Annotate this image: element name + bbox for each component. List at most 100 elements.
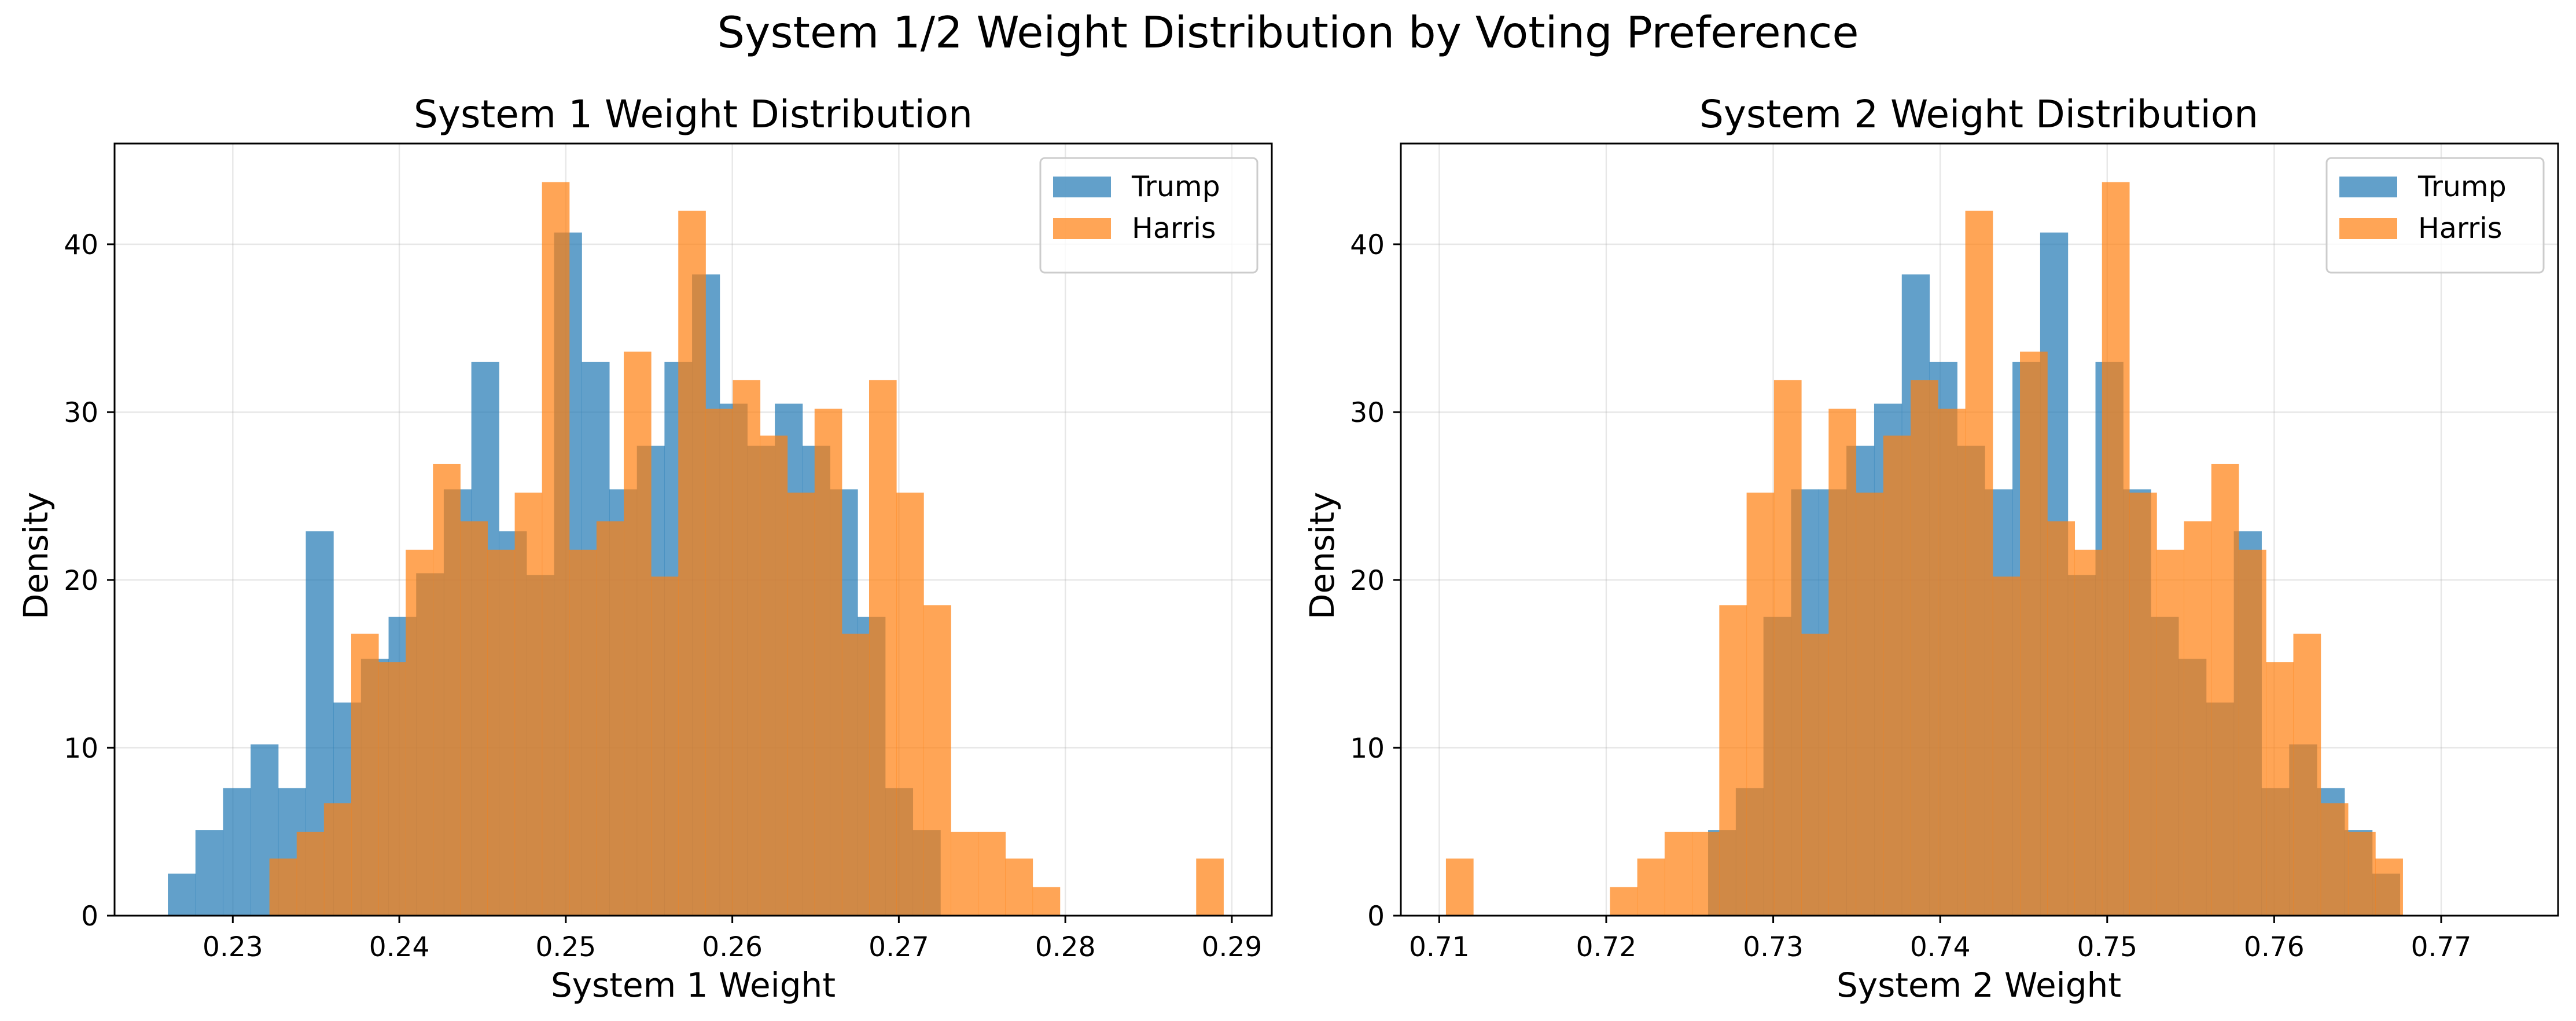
histogram-bar-harris-24 [923,605,951,916]
histogram-bar-harris-7 [460,521,488,916]
legend-label-trump: Trump [1131,170,1220,203]
histogram-bar-harris-10 [1719,605,1747,916]
histogram-bar-harris-26 [2157,549,2184,916]
x-axis-label: System 2 Weight [1837,965,2121,1005]
histogram-bar-harris-22 [869,380,897,916]
histogram-bar-harris-19 [787,493,815,916]
histogram-bar-harris-19 [1965,211,1993,916]
panel-title: System 1 Weight Distribution [414,92,973,137]
y-axis-label: Density [1302,492,1342,620]
y-tick-label: 40 [1350,229,1385,261]
histogram-bar-harris-15 [678,211,706,916]
histogram-bar-harris-3 [351,633,379,916]
histogram-bar-harris-13 [624,351,652,916]
x-tick-label: 0.23 [203,931,263,963]
y-tick-label: 10 [1350,733,1385,765]
legend-swatch-harris [2339,218,2397,239]
x-tick-label: 0.76 [2244,931,2305,963]
y-tick-label: 20 [64,565,98,597]
series-harris [1445,182,2403,916]
y-axis-label: Density [16,492,56,620]
y-tick-label: 10 [64,733,98,765]
histogram-bar-harris-12 [596,521,624,916]
histogram-bar-harris-8 [1664,832,1692,916]
histogram-bar-harris-27 [1005,858,1033,916]
histogram-bar-harris-6 [1610,887,1638,916]
histogram-bar-harris-14 [1828,409,1857,916]
x-tick-label: 0.29 [1202,931,1263,963]
histogram-bar-harris-32 [2320,803,2349,916]
y-tick-label: 0 [81,901,98,932]
figure-title: System 1/2 Weight Distribution by Voting… [717,7,1859,58]
axes-frame [113,142,1273,917]
axes-frame [1400,142,2559,917]
histogram-bar-harris-12 [1773,380,1802,916]
histogram-bar-harris-11 [569,549,597,916]
x-tick-label: 0.71 [1409,931,1470,963]
histogram-bar-harris-34 [1196,858,1224,916]
histogram-bar-trump-2 [223,788,251,916]
x-tick-label: 0.27 [869,931,929,963]
histogram-bar-harris-23 [896,493,924,916]
x-tick-label: 0.24 [369,931,430,963]
histogram-bar-trump-1 [195,830,223,916]
histogram-bar-harris-17 [1911,380,1938,916]
x-tick-label: 0.74 [1910,931,1971,963]
histogram-bar-harris-34 [2375,858,2403,916]
histogram-bar-harris-15 [1856,493,1884,916]
histogram-bar-harris-4 [378,662,406,916]
x-tick-label: 0.28 [1035,931,1096,963]
x-tick-label: 0.72 [1576,931,1637,963]
legend: Trump Harris [2325,157,2545,274]
histogram-bar-harris-27 [2184,521,2212,916]
legend-label-trump: Trump [2417,170,2507,203]
histogram-bar-harris-0 [1445,858,1474,916]
x-tick-label: 0.25 [536,931,597,963]
x-tick-label: 0.73 [1743,931,1804,963]
histogram-bar-harris-16 [1883,435,1911,916]
y-tick-label: 40 [64,229,98,261]
histogram-bar-harris-33 [2347,832,2376,916]
y-tick-label: 30 [1350,397,1385,429]
histogram-bar-harris-18 [760,435,788,916]
histogram-bar-harris-17 [733,380,761,916]
histogram-bar-harris-13 [1801,633,1829,916]
system1-weight-panel: System 1 Weight Distribution System 1 We… [16,92,1273,1005]
legend-swatch-trump [1053,177,1111,197]
histogram-bar-trump-0 [168,873,196,916]
x-tick-label: 0.75 [2077,931,2137,963]
histogram-bar-harris-1 [296,832,325,916]
histogram-bar-harris-29 [2238,549,2266,916]
legend-label-harris: Harris [1132,212,1216,245]
y-tick-label: 20 [1350,565,1385,597]
histogram-bar-harris-23 [2074,549,2103,916]
histogram-bar-harris-7 [1637,858,1665,916]
histogram-bar-harris-6 [433,464,461,916]
histogram-bar-harris-0 [269,858,297,916]
histogram-bar-harris-8 [487,549,516,916]
histogram-bar-harris-2 [323,803,352,916]
histogram-bar-harris-5 [406,549,433,916]
histogram-bar-harris-26 [978,832,1006,916]
histogram-bar-harris-28 [2211,464,2239,916]
legend-swatch-trump [2339,177,2397,197]
histogram-bar-harris-18 [1938,409,1966,916]
histogram-bar-harris-21 [2020,351,2048,916]
histogram-bar-harris-9 [514,493,543,916]
histogram-bar-harris-20 [814,409,842,916]
x-axis-label: System 1 Weight [551,965,836,1005]
histogram-bar-harris-28 [1032,887,1061,916]
legend-label-harris: Harris [2418,212,2502,245]
histogram-bar-harris-31 [2293,633,2321,916]
histogram-bar-harris-10 [542,182,570,916]
histogram-bar-harris-20 [1992,576,2021,916]
histogram-bar-harris-22 [2047,521,2075,916]
histogram-bar-harris-25 [2129,493,2157,916]
x-tick-label: 0.26 [702,931,763,963]
histogram-bar-harris-30 [2266,662,2294,916]
histogram-bar-harris-9 [1692,832,1720,916]
histogram-bar-harris-24 [2102,182,2130,916]
panel-title: System 2 Weight Distribution [1699,92,2258,137]
y-tick-label: 0 [1367,901,1385,932]
histogram-bar-harris-14 [651,576,679,916]
